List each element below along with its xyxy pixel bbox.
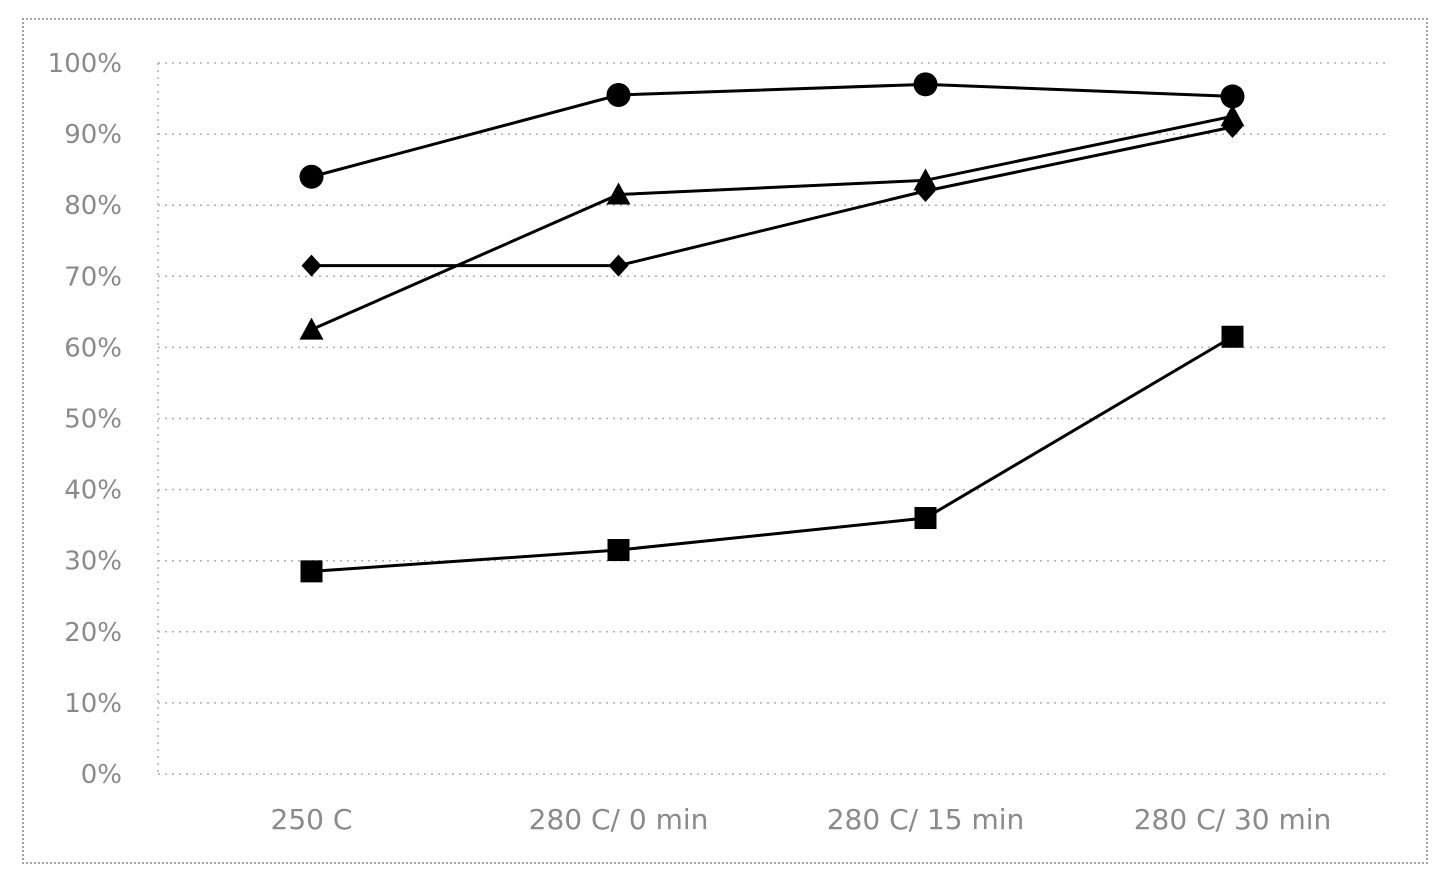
square-marker [1221,325,1244,348]
circle-marker [299,164,324,189]
y-tick-label: 30% [64,547,122,577]
y-tick-label: 20% [64,618,122,648]
chart-frame [22,18,1428,864]
diamond-marker [915,179,936,202]
diamond-marker [301,254,322,277]
diamond-marker [608,254,629,277]
y-tick-label: 60% [64,333,122,363]
y-tick-label: 70% [64,262,122,292]
x-tick-label: 250 C [271,803,353,836]
triangle-marker [299,317,324,340]
y-tick-label: 0% [81,760,122,790]
y-tick-label: 80% [64,191,122,221]
series-line-circle [311,82,1233,179]
series-line-triangle [310,114,1233,331]
triangle-marker [606,182,631,205]
y-tick-label: 10% [64,689,122,719]
circle-marker [606,82,631,107]
y-tick-label: 50% [64,405,122,435]
x-tick-label: 280 C/ 15 min [827,803,1025,836]
x-tick-label: 280 C/ 30 min [1134,803,1332,836]
triangle-marker [913,168,938,191]
circle-marker [913,72,938,97]
circle-marker [1220,84,1245,109]
x-tick-label: 280 C/ 0 min [529,803,709,836]
series-line-diamond [311,125,1233,268]
square-marker [914,507,937,530]
y-tick-label: 40% [64,476,122,506]
triangle-marker [1220,104,1245,127]
series-line-square [311,335,1234,573]
y-tick-label: 100% [48,49,122,79]
square-marker [300,560,323,583]
diamond-marker [1222,115,1243,138]
y-tick-label: 90% [64,120,122,150]
square-marker [607,539,630,562]
